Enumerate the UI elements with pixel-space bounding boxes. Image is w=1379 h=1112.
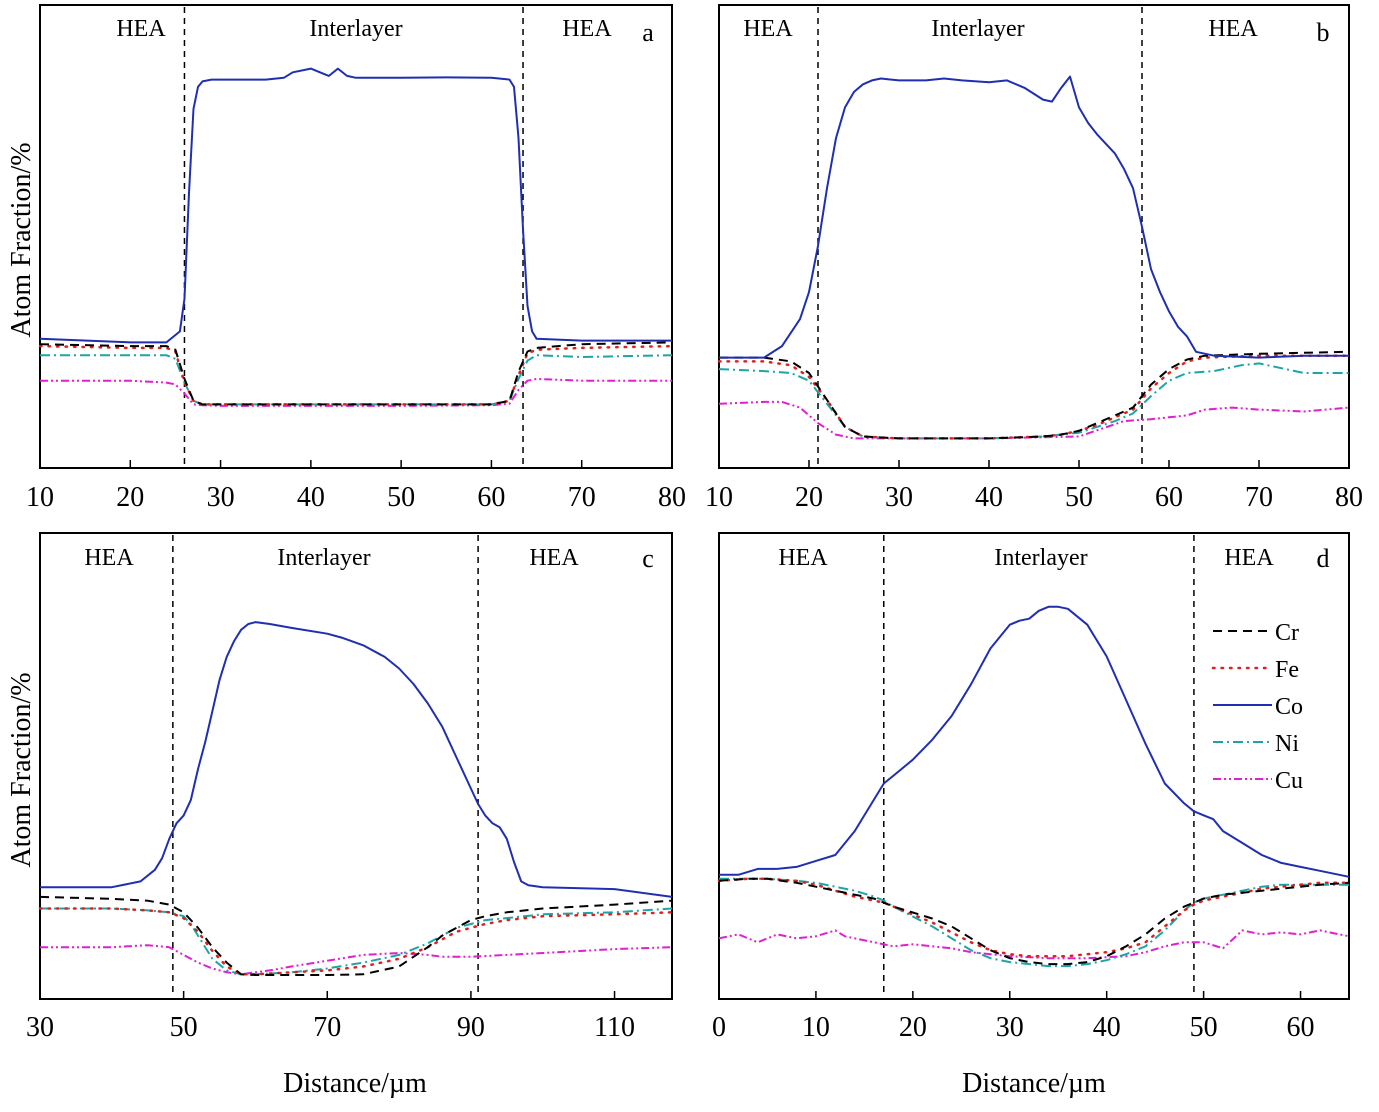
series-line-fe bbox=[38, 907, 674, 976]
region-label-left: HEA bbox=[116, 16, 166, 42]
x-tick-label: 20 bbox=[795, 482, 823, 513]
series-line-ni bbox=[719, 877, 1349, 968]
region-label-center: Interlayer bbox=[994, 545, 1087, 571]
legend-label-fe: Fe bbox=[1275, 657, 1299, 683]
panel-c: c HEA Interlayer HEA Atom Fraction/% 30 5… bbox=[6, 532, 674, 1043]
x-tick-label: 80 bbox=[1335, 482, 1363, 513]
region-label-center: Interlayer bbox=[931, 16, 1024, 42]
region-label-left: HEA bbox=[743, 16, 793, 42]
region-label-left: HEA bbox=[84, 545, 134, 571]
panel-letter: b bbox=[1317, 18, 1330, 47]
series-line-cr bbox=[39, 895, 673, 976]
x-axis-label-left: Distance/µm bbox=[283, 1068, 427, 1099]
x-tick-label: 40 bbox=[975, 482, 1003, 513]
panel-a: a HEA Interlayer HEA Atom Fraction/% 10 2… bbox=[6, 4, 686, 513]
y-axis-label: Atom Fraction/% bbox=[6, 142, 37, 337]
legend-label-co: Co bbox=[1275, 694, 1303, 720]
series-line-cu bbox=[40, 377, 672, 407]
series-line-fe bbox=[717, 354, 1351, 440]
x-tick-label: 80 bbox=[658, 482, 686, 513]
x-tick-label: 50 bbox=[1190, 1012, 1218, 1043]
series-line-cr bbox=[39, 341, 673, 406]
x-tick-label: 40 bbox=[297, 482, 325, 513]
plot-frame bbox=[718, 532, 1350, 1000]
series-line-co bbox=[719, 605, 1350, 878]
x-tick-label: 0 bbox=[712, 1012, 726, 1043]
x-tick-label: 30 bbox=[885, 482, 913, 513]
series-line-ni bbox=[718, 362, 1349, 440]
series-line-cu bbox=[718, 929, 1350, 960]
x-tick-label: 50 bbox=[387, 482, 415, 513]
series-line-ni bbox=[40, 354, 673, 406]
region-label-right: HEA bbox=[529, 545, 579, 571]
series-line-fe bbox=[717, 877, 1351, 958]
x-tick-label: 50 bbox=[170, 1012, 198, 1043]
x-tick-label: 40 bbox=[1093, 1012, 1121, 1043]
x-tick-label: 20 bbox=[899, 1012, 927, 1043]
series-line-ni bbox=[40, 907, 673, 976]
region-label-center: Interlayer bbox=[309, 16, 402, 42]
x-tick-label: 70 bbox=[313, 1012, 341, 1043]
legend-label-cr: Cr bbox=[1275, 620, 1299, 646]
y-axis-label: Atom Fraction/% bbox=[6, 672, 37, 867]
legend-label-cu: Cu bbox=[1275, 768, 1303, 794]
legend-label-ni: Ni bbox=[1275, 731, 1299, 757]
x-tick-label: 10 bbox=[705, 482, 733, 513]
series-line-co bbox=[40, 621, 673, 898]
plot-frame bbox=[39, 4, 673, 469]
x-tick-label: 60 bbox=[1155, 482, 1183, 513]
x-tick-label: 70 bbox=[568, 482, 596, 513]
x-tick-label: 90 bbox=[457, 1012, 485, 1043]
panel-letter: c bbox=[642, 544, 654, 573]
x-tick-label: 20 bbox=[116, 482, 144, 513]
plot-frame bbox=[718, 4, 1350, 469]
x-axis-label-right: Distance/µm bbox=[962, 1068, 1106, 1099]
region-label-right: HEA bbox=[562, 16, 612, 42]
series-line-cu bbox=[718, 400, 1350, 440]
region-label-right: HEA bbox=[1224, 545, 1274, 571]
panel-b: b HEA Interlayer HEA 10 20 30 40 50 60 70 80 bbox=[705, 4, 1363, 513]
series-line-cr bbox=[719, 350, 1350, 440]
x-tick-label: 60 bbox=[477, 482, 505, 513]
region-label-left: HEA bbox=[778, 545, 828, 571]
series-line-co bbox=[719, 75, 1349, 359]
x-tick-label: 30 bbox=[207, 482, 235, 513]
plot-frame bbox=[39, 532, 673, 1000]
x-tick-label: 30 bbox=[26, 1012, 54, 1043]
x-tick-label: 70 bbox=[1245, 482, 1273, 513]
x-tick-label: 60 bbox=[1287, 1012, 1315, 1043]
panel-letter: a bbox=[642, 18, 654, 47]
region-label-right: HEA bbox=[1208, 16, 1258, 42]
x-tick-label: 10 bbox=[802, 1012, 830, 1043]
x-tick-label: 110 bbox=[594, 1012, 635, 1043]
x-tick-label: 50 bbox=[1065, 482, 1093, 513]
legend: Cr Fe Co Ni Cu bbox=[1211, 620, 1303, 794]
panel-letter: d bbox=[1317, 544, 1330, 573]
region-label-center: Interlayer bbox=[277, 545, 370, 571]
x-tick-label: 10 bbox=[26, 482, 54, 513]
series-line-cu bbox=[40, 944, 673, 976]
series-line-co bbox=[39, 67, 672, 344]
x-tick-label: 30 bbox=[996, 1012, 1024, 1043]
panel-d: d HEA Interlayer HEA 0 10 20 30 40 50 60 bbox=[712, 532, 1351, 1043]
series-line-cr bbox=[718, 877, 1350, 966]
